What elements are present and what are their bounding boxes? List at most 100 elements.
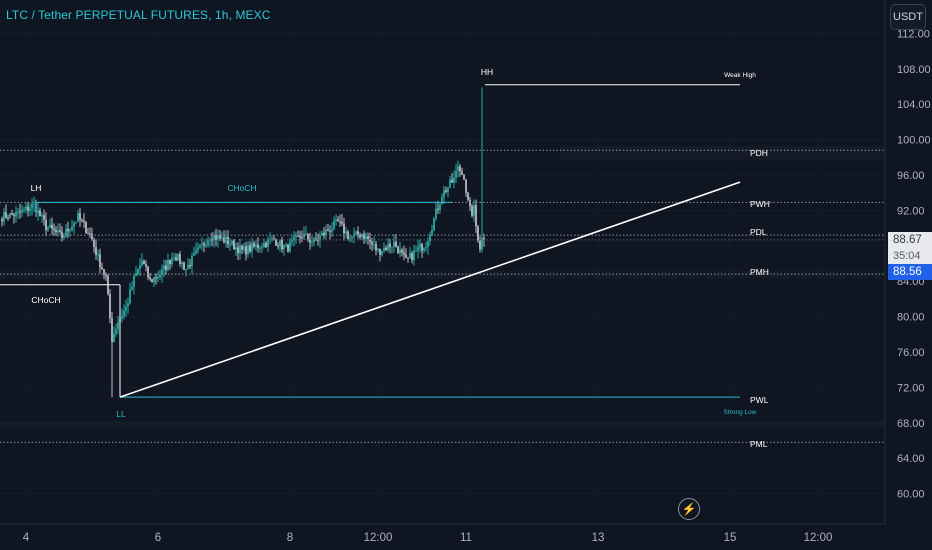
candle-body bbox=[91, 233, 93, 241]
candle-body bbox=[313, 238, 315, 243]
label-pwl: PWL bbox=[750, 395, 769, 405]
candle-body bbox=[85, 222, 87, 233]
candle-body bbox=[263, 242, 265, 248]
candle-body bbox=[407, 257, 409, 259]
candle-body bbox=[205, 245, 207, 247]
candle-body bbox=[19, 211, 21, 213]
candle-body bbox=[61, 231, 63, 239]
candle-body bbox=[371, 241, 373, 245]
label-pdh: PDH bbox=[750, 148, 768, 158]
candle-body bbox=[171, 257, 173, 265]
candle-body bbox=[135, 273, 137, 276]
candle-body bbox=[333, 221, 335, 230]
candle-body bbox=[439, 204, 441, 210]
candle-body bbox=[329, 230, 331, 232]
candle-body bbox=[393, 241, 395, 247]
candle-body bbox=[475, 205, 477, 227]
time-tick-label: 6 bbox=[155, 532, 161, 544]
candle-body bbox=[467, 192, 469, 200]
candle-body bbox=[389, 243, 391, 248]
candle-body bbox=[217, 235, 219, 240]
candle-body bbox=[179, 253, 181, 265]
candle-body bbox=[163, 265, 165, 270]
candle-body bbox=[319, 235, 321, 241]
candle-body bbox=[473, 205, 475, 216]
candle-body bbox=[483, 237, 485, 240]
candle-body bbox=[53, 228, 55, 231]
candle-body bbox=[291, 239, 293, 242]
price-tick-label: 60.00 bbox=[897, 489, 925, 501]
candle-body bbox=[31, 204, 33, 209]
candle-body bbox=[337, 219, 339, 222]
chart-labels: HH Weak High LH CHoCH CHoCH LL Strong Low PDH PW… bbox=[31, 67, 770, 449]
candle-body bbox=[75, 221, 77, 224]
candle-body bbox=[9, 213, 11, 219]
candle-body bbox=[255, 244, 257, 247]
candle-body bbox=[5, 212, 7, 218]
candle-body bbox=[343, 223, 345, 234]
candle-body bbox=[311, 242, 313, 244]
candle-body bbox=[45, 219, 47, 231]
trendline bbox=[119, 181, 741, 398]
candle-body bbox=[3, 212, 5, 222]
candle-body bbox=[383, 247, 385, 252]
candle-body bbox=[283, 245, 285, 250]
candle-body bbox=[189, 264, 191, 267]
candle-body bbox=[159, 274, 161, 277]
price-tick-label: 64.00 bbox=[897, 453, 925, 465]
time-tick-label: 11 bbox=[460, 532, 472, 544]
candle-body bbox=[55, 230, 57, 233]
price-tick-label: 100.00 bbox=[897, 135, 931, 147]
candle-body bbox=[461, 171, 463, 175]
candle-body bbox=[185, 269, 187, 271]
grid bbox=[0, 0, 932, 524]
candle-body bbox=[299, 235, 301, 238]
candle-body bbox=[397, 246, 399, 254]
candle-body bbox=[241, 245, 243, 250]
candle-body bbox=[29, 208, 31, 211]
candle-body bbox=[323, 232, 325, 236]
candle-body bbox=[225, 236, 227, 243]
candle-body bbox=[151, 279, 153, 283]
candle-body bbox=[325, 229, 327, 236]
candle-body bbox=[341, 221, 343, 224]
candle-body bbox=[277, 245, 279, 247]
candle-body bbox=[339, 221, 341, 223]
candle-body bbox=[303, 234, 305, 238]
price-tick-label: 92.00 bbox=[897, 205, 925, 217]
candle-body bbox=[387, 243, 389, 251]
lightning-icon[interactable]: ⚡ bbox=[678, 498, 700, 520]
candle-body bbox=[435, 208, 437, 219]
candle-body bbox=[239, 245, 241, 254]
candle-body bbox=[121, 316, 123, 319]
candle-body bbox=[363, 233, 365, 239]
candle-body bbox=[193, 253, 195, 256]
candle-body bbox=[71, 226, 73, 231]
currency-button[interactable]: USDT bbox=[890, 4, 926, 30]
candle-body bbox=[169, 259, 171, 265]
candle-body bbox=[443, 190, 445, 198]
candle-body bbox=[281, 239, 283, 250]
candle-body bbox=[161, 269, 163, 275]
candle-body bbox=[267, 239, 269, 248]
candle-body bbox=[441, 197, 443, 205]
candle-body bbox=[141, 260, 143, 266]
candle-body bbox=[449, 179, 451, 188]
candle-body bbox=[167, 259, 169, 270]
candle-body bbox=[197, 247, 199, 251]
label-weak-high: Weak High bbox=[724, 72, 756, 79]
candle-body bbox=[253, 243, 255, 247]
candle-body bbox=[307, 233, 309, 240]
discount-band bbox=[0, 421, 884, 428]
candle-body bbox=[357, 231, 359, 236]
candle-body bbox=[175, 257, 177, 261]
candle-body bbox=[115, 329, 117, 334]
candle-body bbox=[265, 242, 267, 248]
candle-body bbox=[427, 240, 429, 248]
candle-body bbox=[275, 239, 277, 246]
candle-body bbox=[1, 218, 3, 222]
candle-body bbox=[375, 244, 377, 251]
price-tick-label: 96.00 bbox=[897, 170, 925, 182]
candle-body bbox=[349, 237, 351, 239]
